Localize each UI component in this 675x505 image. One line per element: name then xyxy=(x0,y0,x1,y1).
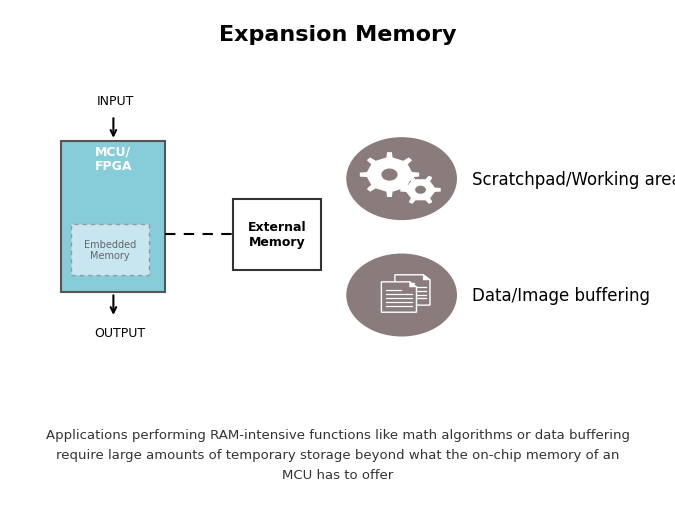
Text: External
Memory: External Memory xyxy=(248,221,306,249)
Text: OUTPUT: OUTPUT xyxy=(95,327,146,340)
Circle shape xyxy=(346,138,457,221)
Polygon shape xyxy=(395,275,430,306)
Polygon shape xyxy=(381,282,416,313)
Text: Data/Image buffering: Data/Image buffering xyxy=(472,286,651,305)
Circle shape xyxy=(346,254,457,337)
Bar xyxy=(61,141,165,293)
Text: Embedded
Memory: Embedded Memory xyxy=(84,239,136,261)
Text: INPUT: INPUT xyxy=(97,94,134,108)
Bar xyxy=(71,225,148,275)
Text: Scratchpad/Working area: Scratchpad/Working area xyxy=(472,170,675,188)
Polygon shape xyxy=(401,177,440,204)
Circle shape xyxy=(381,169,398,181)
Polygon shape xyxy=(410,282,416,287)
Text: Expansion Memory: Expansion Memory xyxy=(219,25,456,45)
Bar xyxy=(233,199,321,270)
Polygon shape xyxy=(360,154,418,197)
Text: MCU/
FPGA: MCU/ FPGA xyxy=(95,145,132,173)
Text: Applications performing RAM-intensive functions like math algorithms or data buf: Applications performing RAM-intensive fu… xyxy=(45,428,630,481)
Polygon shape xyxy=(423,275,430,280)
Circle shape xyxy=(415,186,426,194)
